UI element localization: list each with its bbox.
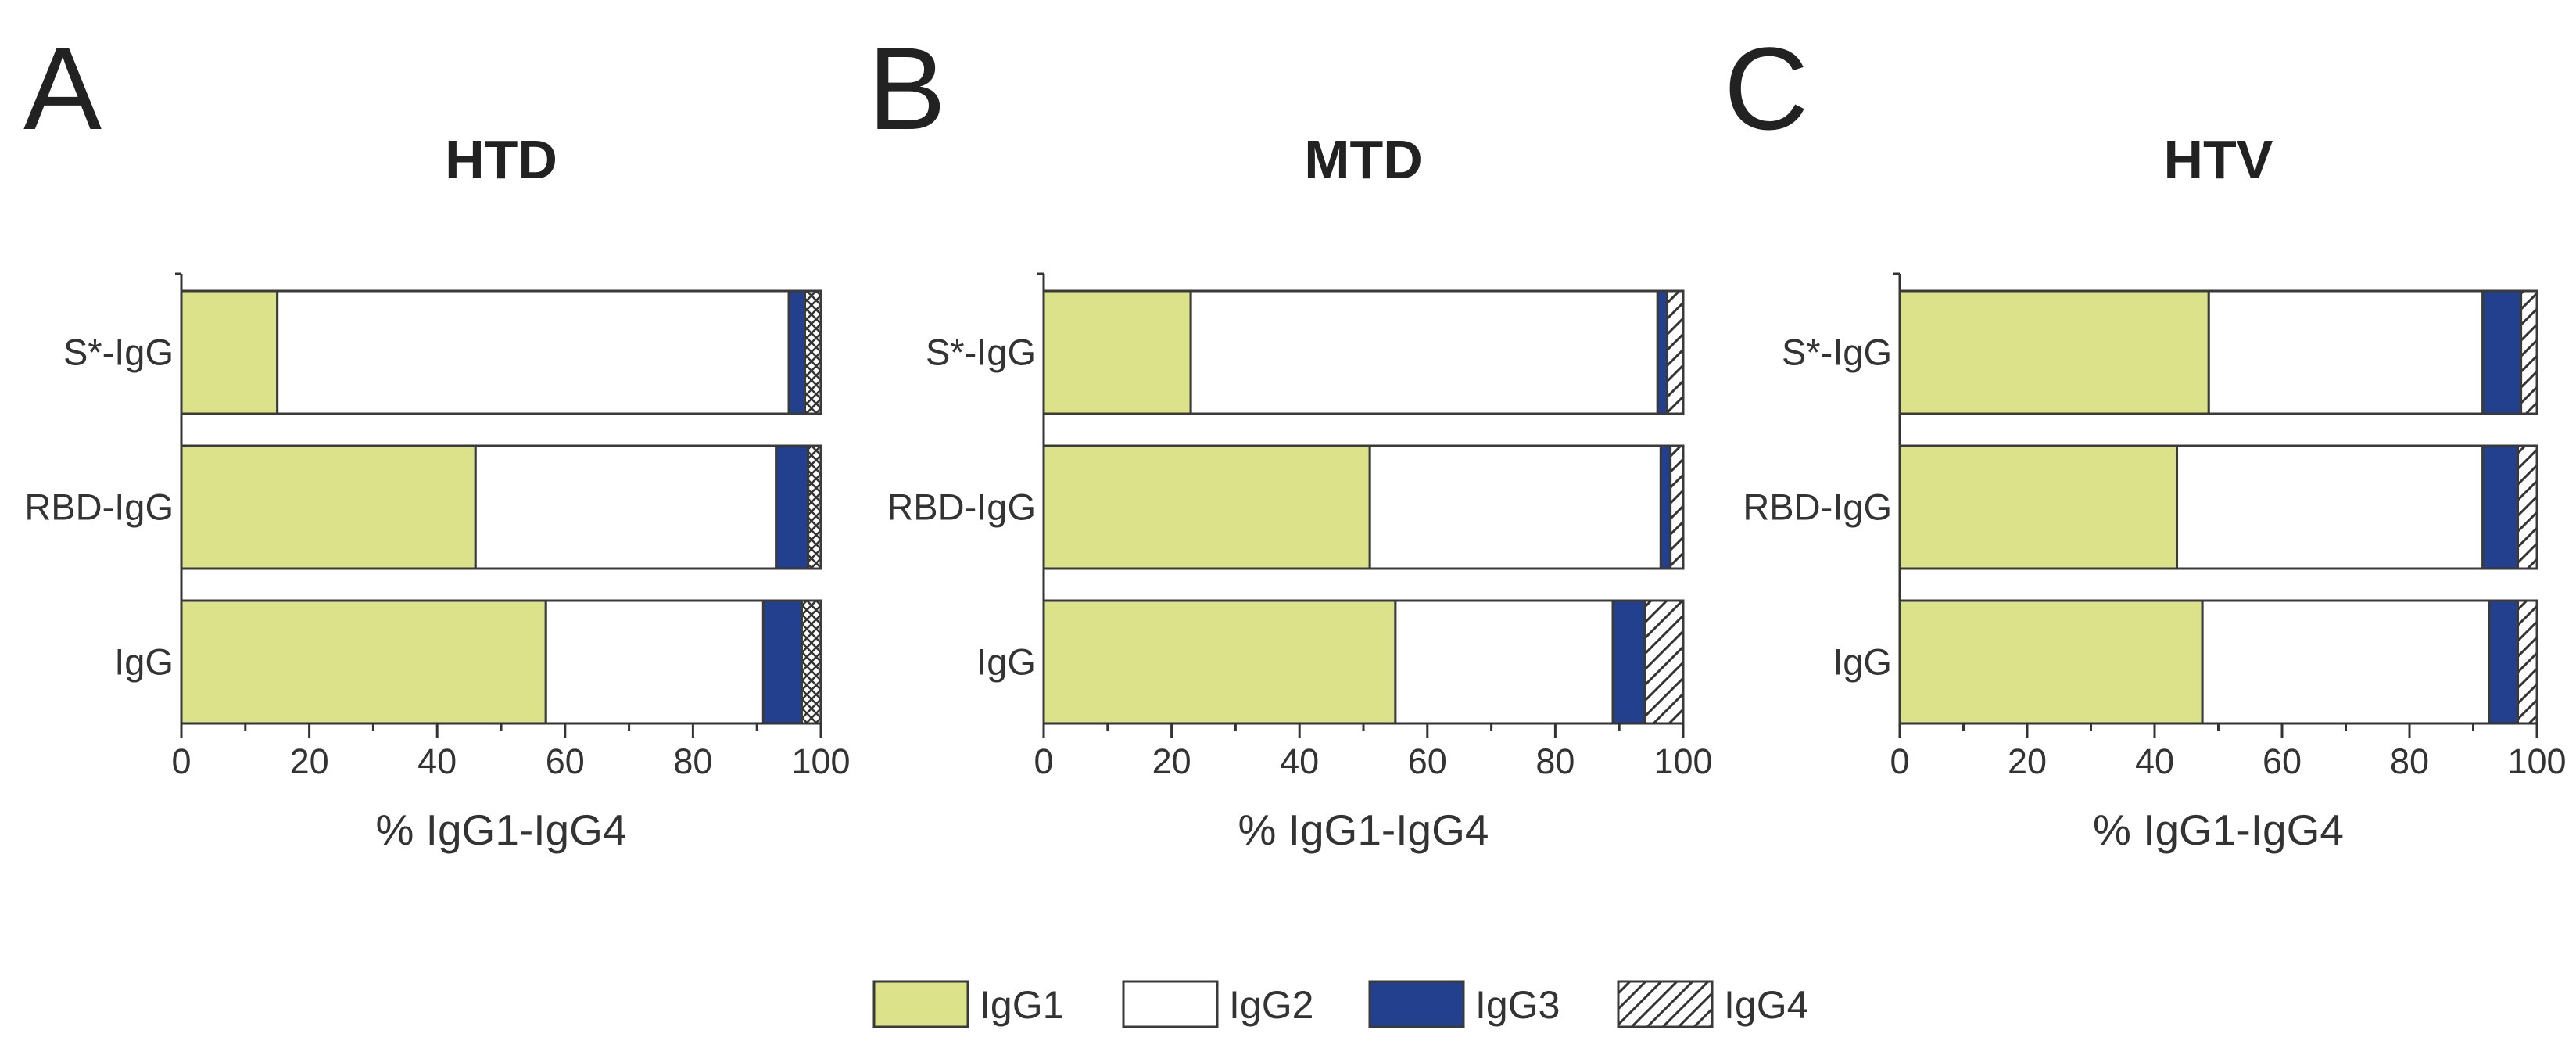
- bar-segment-igg2: [544, 599, 765, 725]
- x-tick-label: 20: [290, 741, 329, 781]
- bar-segment-igg4: [800, 599, 822, 725]
- panel-title: HTD: [445, 129, 557, 190]
- bar-segment-igg3: [2481, 444, 2520, 570]
- legend-label: IgG1: [980, 983, 1064, 1027]
- legend-item-igg3: IgG3: [1368, 980, 1560, 1028]
- bar-segment-igg1: [1898, 444, 2179, 570]
- bar-segment-igg1: [1042, 289, 1192, 415]
- x-tick-label: 60: [2263, 741, 2302, 781]
- panel-c: C HTV S*-IgG RBD-IgG IgG 0 20 40 60 80 100 % IgG1-I…: [1724, 23, 2567, 854]
- bar-row: RBD-IgG: [24, 444, 822, 570]
- bar-segment-igg4: [807, 444, 822, 570]
- panel-b: B MTD S*-IgG RBD-IgG IgG 0 20 40 60 80 100 % IgG1-I…: [868, 23, 1713, 854]
- panel-letter: C: [1724, 23, 1808, 154]
- panel-letter: B: [868, 23, 946, 154]
- bar-segment-igg1: [1042, 599, 1397, 725]
- x-tick-label: 40: [2135, 741, 2174, 781]
- bar-segment-igg2: [1394, 599, 1614, 725]
- bar-segment-igg1: [1898, 289, 2210, 415]
- bar-segment-igg3: [2481, 289, 2523, 415]
- bar-segment-igg1: [180, 444, 477, 570]
- x-tick-label: 100: [2507, 741, 2566, 781]
- legend-item-igg4: IgG4: [1617, 980, 1808, 1028]
- category-label: RBD-IgG: [887, 486, 1036, 528]
- bar-segment-igg4: [2520, 289, 2538, 415]
- bar-row: S*-IgG: [1782, 289, 2538, 415]
- x-tick-label: 20: [2008, 741, 2047, 781]
- legend: IgG1 IgG2 IgG3 IgG4: [872, 980, 1808, 1028]
- x-tick-label: 100: [1653, 741, 1712, 781]
- bar-segment-igg1: [1042, 444, 1371, 570]
- bar-segment-igg1: [180, 289, 279, 415]
- bar-segment-igg3: [1656, 289, 1669, 415]
- bar-row: IgG: [1833, 599, 2538, 725]
- bar-segment-igg2: [1368, 444, 1662, 570]
- x-tick-label: 80: [673, 741, 712, 781]
- panel-title: MTD: [1304, 129, 1423, 190]
- category-label: S*-IgG: [1782, 332, 1892, 373]
- x-axis-label: % IgG1-IgG4: [376, 806, 627, 854]
- x-tick-label: 20: [1152, 741, 1191, 781]
- category-label: S*-IgG: [926, 332, 1036, 373]
- bar-segment-igg1: [1898, 599, 2204, 725]
- x-axis-label: % IgG1-IgG4: [2093, 806, 2344, 854]
- bar-segment-igg1: [180, 599, 547, 725]
- legend-item-igg1: IgG1: [872, 980, 1064, 1028]
- legend-item-igg2: IgG2: [1122, 980, 1313, 1028]
- bar-segment-igg3: [1611, 599, 1646, 725]
- bar-segment-igg2: [1189, 289, 1659, 415]
- x-tick-label: 60: [1408, 741, 1447, 781]
- category-label: IgG: [114, 641, 174, 683]
- bar-row: IgG: [114, 599, 822, 725]
- legend-label: IgG2: [1229, 983, 1313, 1027]
- bar-segment-igg4: [804, 289, 822, 415]
- bar-row: S*-IgG: [926, 289, 1685, 415]
- category-label: S*-IgG: [63, 332, 174, 373]
- x-tick-label: 40: [417, 741, 457, 781]
- category-label: IgG: [976, 641, 1036, 683]
- bar-segment-igg3: [1659, 444, 1672, 570]
- x-tick-label: 60: [546, 741, 585, 781]
- bar-segment-igg4: [2517, 599, 2538, 725]
- panel-title: HTV: [2164, 129, 2273, 190]
- category-label: RBD-IgG: [1743, 486, 1892, 528]
- x-tick-label: 0: [1034, 741, 1053, 781]
- bar-segment-igg4: [1666, 289, 1685, 415]
- x-tick-label: 0: [171, 741, 191, 781]
- bar-segment-igg4: [1669, 444, 1685, 570]
- bar-segment-igg4: [2517, 444, 2538, 570]
- legend-swatch: [1368, 980, 1465, 1028]
- category-label: IgG: [1833, 641, 1892, 683]
- bar-segment-igg3: [761, 599, 803, 725]
- category-label: RBD-IgG: [24, 486, 174, 528]
- legend-swatch: [1617, 980, 1714, 1028]
- panel-letter: A: [23, 23, 102, 154]
- bar-segment-igg2: [2176, 444, 2485, 570]
- legend-swatch: [872, 980, 969, 1028]
- panels: A HTD S*-IgG RBD-IgG IgG 0 20 40 60 80 100 % IgG1-I…: [23, 23, 2567, 854]
- bar-row: RBD-IgG: [887, 444, 1685, 570]
- bar-row: IgG: [976, 599, 1685, 725]
- panel-a: A HTD S*-IgG RBD-IgG IgG 0 20 40 60 80 100 % IgG1-I…: [23, 23, 851, 854]
- x-tick-label: 40: [1280, 741, 1319, 781]
- x-tick-label: 80: [2390, 741, 2429, 781]
- x-axis-label: % IgG1-IgG4: [1238, 806, 1489, 854]
- bar-segment-igg4: [1643, 599, 1685, 725]
- legend-swatch: [1122, 980, 1219, 1028]
- legend-label: IgG3: [1475, 983, 1560, 1027]
- legend-label: IgG4: [1724, 983, 1808, 1027]
- bar-segment-igg2: [2207, 289, 2485, 415]
- bar-segment-igg3: [775, 444, 810, 570]
- bar-segment-igg2: [2201, 599, 2491, 725]
- bar-segment-igg3: [787, 289, 807, 415]
- bar-row: RBD-IgG: [1743, 444, 2538, 570]
- bar-segment-igg3: [2488, 599, 2520, 725]
- x-tick-label: 0: [1890, 741, 1909, 781]
- x-tick-label: 100: [791, 741, 850, 781]
- bar-segment-igg2: [474, 444, 778, 570]
- bar-segment-igg2: [276, 289, 790, 415]
- x-tick-label: 80: [1535, 741, 1575, 781]
- bar-row: S*-IgG: [63, 289, 822, 415]
